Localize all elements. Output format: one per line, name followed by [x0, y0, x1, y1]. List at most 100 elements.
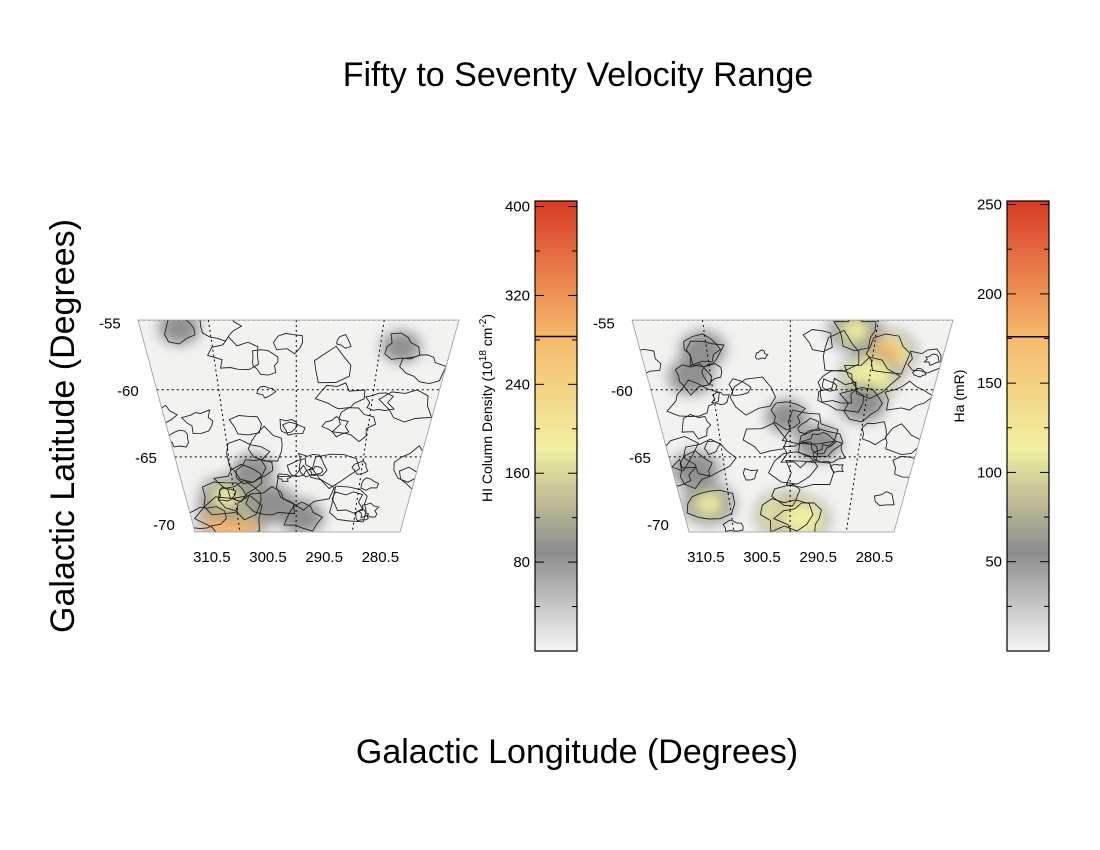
- heat-blob: [162, 320, 196, 342]
- contour: [861, 421, 887, 446]
- contour: [329, 485, 368, 523]
- y-tick-label: -70: [647, 517, 669, 534]
- contour: [703, 440, 721, 456]
- y-tick-label: -55: [99, 316, 121, 333]
- y-tick-label: -60: [611, 383, 633, 400]
- x-tick-label: 300.5: [249, 549, 287, 566]
- contour: [884, 380, 935, 411]
- contour: [742, 468, 759, 481]
- contour: [226, 438, 271, 483]
- contour: [247, 425, 283, 462]
- contour: [722, 519, 744, 532]
- contour: [802, 329, 833, 353]
- contour: [686, 489, 736, 520]
- map-content: [632, 320, 953, 532]
- x-axis-label: Galactic Longitude (Degrees): [356, 733, 798, 771]
- contour: [164, 320, 196, 345]
- contour: [201, 481, 248, 516]
- contour: [797, 417, 821, 435]
- colorbar-tick-label: 200: [977, 286, 1002, 303]
- contour: [399, 354, 447, 385]
- contour: [217, 479, 262, 521]
- contour: [701, 363, 723, 385]
- contour: [297, 452, 328, 478]
- contour: [829, 463, 844, 473]
- contour: [681, 413, 712, 440]
- contour: [286, 457, 314, 477]
- contour: [772, 502, 823, 532]
- contour: [199, 320, 243, 342]
- contour-lines: [632, 320, 943, 532]
- y-tick-label: -55: [593, 316, 615, 333]
- map-content: [138, 320, 459, 532]
- x-tick-label: 290.5: [799, 549, 837, 566]
- figure-title: Fifty to Seventy Velocity Range: [343, 56, 814, 94]
- panel-left: -55 -60 -65 -70 310.5 300.5 290.5 280.5 80 160 240…: [99, 199, 578, 652]
- contour: [780, 441, 819, 469]
- contour: [360, 477, 380, 491]
- contour: [865, 333, 911, 375]
- contour: [781, 409, 839, 445]
- x-tick-label: 280.5: [362, 549, 400, 566]
- contour: [822, 378, 838, 392]
- heat-blob-core: [694, 492, 723, 516]
- colorbar-tick-label: 80: [513, 554, 530, 571]
- contour: [770, 401, 806, 431]
- contour: [365, 392, 395, 412]
- contour: [228, 415, 262, 436]
- contour: [728, 378, 752, 397]
- colorbar: 80 160 240 320 400 HI Column Density (1018 cm…: [478, 199, 578, 652]
- contour: [235, 459, 274, 485]
- x-tick-label: 310.5: [687, 549, 725, 566]
- heat-blob: [799, 428, 837, 459]
- graticule: [138, 320, 459, 532]
- contour: [812, 440, 847, 464]
- contour: [817, 377, 865, 413]
- contour: [683, 333, 722, 367]
- contour: [331, 491, 364, 514]
- contour: [754, 349, 769, 360]
- contour: [632, 348, 662, 375]
- contour: [729, 376, 777, 416]
- colorbar-tick-label: 320: [505, 287, 530, 304]
- contour: [331, 407, 377, 443]
- heat-blob-core: [787, 506, 817, 531]
- grid-line-lon: [701, 320, 735, 532]
- heat-blob-core: [841, 320, 869, 343]
- y-axis-label: Galactic Latitude (Degrees): [44, 219, 82, 633]
- contour: [798, 428, 844, 458]
- contour: [311, 453, 361, 490]
- grid-line-lon: [845, 320, 879, 532]
- colorbar-fill: [534, 200, 578, 652]
- contour: [759, 498, 814, 532]
- colorbar-tick-label: 100: [977, 464, 1002, 481]
- contour: [321, 415, 350, 438]
- contour: [384, 332, 421, 360]
- map-outline: [137, 319, 460, 533]
- contour: [357, 502, 380, 519]
- contour: [355, 509, 370, 522]
- contour: [679, 450, 713, 490]
- heat-layer: [156, 320, 423, 532]
- colorbar-tick-label: 250: [977, 197, 1002, 214]
- contour: [378, 389, 433, 423]
- colorbar-fill: [1006, 200, 1050, 652]
- colorbar-label: HI Column Density (1018 cm-2): [478, 314, 495, 502]
- graticule: [632, 320, 953, 532]
- x-tick-label: 290.5: [305, 549, 343, 566]
- contour: [710, 391, 730, 406]
- heat-blob: [842, 387, 882, 419]
- y-tick-label: -65: [629, 450, 651, 467]
- contour: [884, 423, 922, 456]
- x-tick-label: 310.5: [193, 549, 231, 566]
- colorbar: 50 100 150 200 250 Ha (mR): [951, 197, 1050, 652]
- contour: [314, 345, 352, 384]
- grid-line-lon: [207, 320, 241, 532]
- heat-blob: [769, 403, 804, 431]
- contour: [785, 460, 835, 488]
- contour: [279, 418, 298, 434]
- contour: [873, 491, 895, 506]
- y-tick-label: -70: [153, 517, 175, 534]
- colorbar-tick-label: 150: [977, 375, 1002, 392]
